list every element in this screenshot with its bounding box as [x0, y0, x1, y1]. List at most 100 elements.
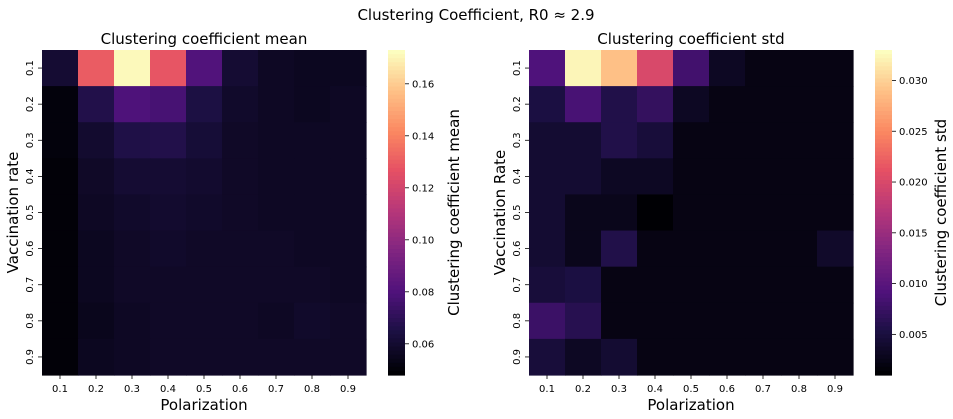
heatmap-cell-r3-c5: [673, 122, 710, 159]
colorbar-segment: [875, 94, 892, 100]
heatmap-cell-r3-c5: [186, 122, 223, 159]
x-tick-label: 0.5: [683, 384, 699, 395]
colorbar-segment: [875, 86, 892, 92]
x-tick-label: 0.4: [160, 384, 176, 395]
heatmap-cell-r5-c8: [294, 194, 331, 232]
heatmap-panel-2: Clustering coefficient std 0.1 0.2 0.3 0.4 0.…: [491, 30, 950, 414]
colorbar-segment: [875, 322, 892, 327]
heatmap-title: Clustering coefficient mean: [101, 30, 308, 48]
colorbar-segment: [388, 281, 405, 287]
colorbar-segment: [875, 151, 892, 157]
colorbar-segment: [875, 119, 892, 124]
colorbar-segment: [388, 155, 405, 161]
colorbar-segment: [875, 139, 892, 145]
heatmap-cell-r4-c1: [42, 158, 79, 196]
heatmap-cell-r3-c7: [745, 122, 782, 159]
colorbar-segment: [875, 171, 892, 177]
heatmap-cell-r1-c8: [294, 50, 331, 87]
heatmap-cell-r7-c9: [817, 266, 854, 304]
colorbar-segment: [875, 70, 892, 75]
y-tick-label: 0.1: [25, 60, 36, 76]
colorbar-segment: [875, 273, 892, 279]
colorbar-segment: [388, 196, 405, 201]
heatmap-cell-r1-c1: [42, 50, 79, 87]
heatmap-cell-r7-c5: [186, 266, 223, 304]
colorbar-segment: [388, 297, 405, 303]
heatmap-cell-r6-c7: [258, 230, 295, 268]
colorbar: 0.06 0.08 0.10 0.12 0.14 0.16 Clustering coeff…: [388, 50, 463, 376]
colorbar-segment: [875, 366, 892, 372]
colorbar-segment: [875, 338, 892, 344]
heatmap-cell-r5-c1: [529, 194, 566, 232]
colorbar-segment: [875, 224, 892, 230]
colorbar-segment: [388, 285, 405, 291]
colorbar-segment: [875, 196, 892, 201]
colorbar-segment: [388, 175, 405, 181]
heatmap-cell-r2-c8: [781, 86, 818, 123]
heatmap-cell-r5-c9: [817, 194, 854, 232]
heatmap-cell-r4-c1: [529, 158, 566, 196]
colorbar-segment: [388, 305, 405, 311]
y-tick-label: 0.5: [512, 205, 523, 221]
heatmap-cell-r1-c3: [114, 50, 151, 87]
colorbar-segment: [388, 212, 405, 218]
colorbar-tick-label: 0.12: [412, 183, 434, 194]
heatmap-cell-r8-c1: [529, 302, 566, 340]
heatmap-cell-r3-c4: [150, 122, 187, 159]
colorbar-segment: [388, 82, 405, 88]
y-tick-label: 0.1: [512, 60, 523, 76]
heatmap-cell-r1-c6: [709, 50, 746, 87]
heatmap-cell-r7-c3: [601, 266, 638, 304]
colorbar-segment: [875, 370, 892, 376]
heatmap-cell-r4-c2: [565, 158, 602, 196]
colorbar-segment: [875, 163, 892, 169]
colorbar-segment: [388, 236, 405, 242]
colorbar-segment: [388, 322, 405, 327]
heatmap-cell-r9-c1: [42, 338, 79, 376]
colorbar-segment: [875, 188, 892, 193]
heatmap-cell-r7-c7: [745, 266, 782, 304]
colorbar-segment: [388, 265, 405, 270]
colorbar-segment: [875, 180, 892, 185]
heatmap-cell-r7-c4: [637, 266, 674, 304]
heatmap-cell-r1-c1: [529, 50, 566, 87]
heatmap-cell-r6-c8: [294, 230, 331, 268]
colorbar-segment: [875, 265, 892, 270]
heatmap-cell-r9-c9: [817, 338, 854, 376]
heatmap-cell-r2-c4: [150, 86, 187, 123]
x-tick-label: 0.7: [268, 384, 284, 395]
colorbar-segment: [388, 98, 405, 104]
y-tick-label: 0.7: [25, 277, 36, 293]
colorbar-segment: [875, 358, 892, 364]
heatmap-cell-r9-c8: [294, 338, 331, 376]
colorbar-segment: [875, 82, 892, 88]
colorbar-segment: [388, 143, 405, 149]
colorbar-segment: [388, 119, 405, 124]
x-tick-label: 0.6: [232, 384, 248, 395]
colorbar-segment: [875, 102, 892, 108]
heatmap-cell-r8-c3: [114, 302, 151, 340]
colorbar-segment: [388, 123, 405, 128]
colorbar-segment: [875, 342, 892, 348]
colorbar-segment: [875, 314, 892, 319]
heatmap-cell-r6-c7: [745, 230, 782, 268]
colorbar-segment: [388, 163, 405, 169]
colorbar-segment: [388, 346, 405, 352]
colorbar-segment: [875, 147, 892, 153]
heatmap-cell-r6-c6: [222, 230, 259, 268]
colorbar-segment: [388, 245, 405, 250]
colorbar-segment: [875, 175, 892, 181]
heatmap-cell-r4-c3: [601, 158, 638, 196]
colorbar-segment: [388, 342, 405, 348]
colorbar-segment: [875, 204, 892, 210]
colorbar-segment: [875, 326, 892, 331]
colorbar-segment: [875, 90, 892, 96]
heatmap-cell-r4-c7: [258, 158, 295, 196]
colorbar-segment: [875, 106, 892, 112]
y-tick-label: 0.3: [25, 132, 36, 148]
heatmap-cell-r6-c3: [601, 230, 638, 268]
colorbar-segment: [875, 253, 892, 258]
heatmap-cell-r5-c4: [150, 194, 187, 232]
colorbar-segment: [875, 289, 892, 295]
heatmap-cell-r9-c3: [114, 338, 151, 376]
